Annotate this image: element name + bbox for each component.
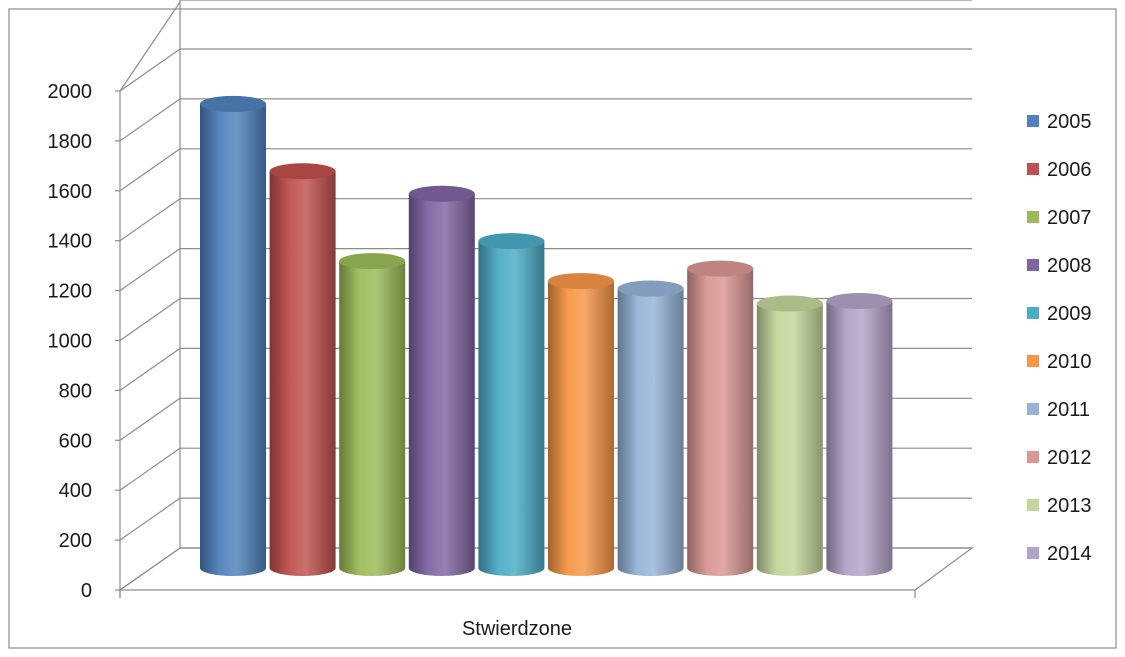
- legend-swatch: [1027, 307, 1039, 319]
- bar-2014: [826, 293, 893, 576]
- legend-label: 2009: [1047, 303, 1092, 325]
- bars: [200, 95, 893, 577]
- legend-item-2010: 2010: [1027, 351, 1092, 373]
- gridline-side: [119, 347, 181, 391]
- legend-swatch: [1027, 259, 1039, 271]
- y-tick-label: 2000: [48, 81, 93, 103]
- bar-2006: [269, 163, 336, 577]
- y-tick-labels: 0 200 400 600 800 1000 1200 1400 1600 1800 2000: [48, 81, 93, 602]
- bar-body: [408, 193, 475, 576]
- gridline-side: [119, 48, 181, 92]
- floor: [118, 547, 974, 591]
- bar-top: [756, 295, 823, 312]
- legend-label: 2005: [1047, 111, 1092, 133]
- legend-label: 2012: [1047, 447, 1092, 469]
- y-tick-label: 1400: [48, 231, 93, 253]
- legend-swatch: [1027, 403, 1039, 415]
- bar-2013: [756, 295, 823, 576]
- y-tick-label: 800: [59, 380, 92, 402]
- bar-body: [269, 171, 336, 577]
- legend-label: 2010: [1047, 351, 1092, 373]
- legend-swatch: [1027, 355, 1039, 367]
- bar-2011: [617, 280, 684, 576]
- legend-item-2014: 2014: [1027, 543, 1092, 565]
- legend-item-2006: 2006: [1027, 159, 1092, 181]
- bar-top: [408, 185, 475, 202]
- y-tick-label: 1200: [48, 281, 93, 303]
- legend-item-2012: 2012: [1027, 447, 1092, 469]
- axes: [115, 0, 974, 598]
- legend-swatch: [1027, 163, 1039, 175]
- bar-2008: [408, 185, 475, 576]
- legend-label: 2014: [1047, 543, 1092, 565]
- y-tick-label: 400: [59, 480, 92, 502]
- bar-top: [548, 273, 614, 290]
- bar-2012: [687, 260, 754, 576]
- gridline-side: [119, 98, 181, 142]
- legend-item-2005: 2005: [1027, 111, 1092, 133]
- side-wall-top-edge: [119, 1, 181, 92]
- bar-2005: [200, 95, 266, 577]
- bar-top: [200, 95, 266, 112]
- bar-body: [548, 281, 614, 576]
- bar-body: [756, 303, 823, 576]
- legend-item-2008: 2008: [1027, 255, 1092, 277]
- legend-swatch: [1027, 115, 1039, 127]
- gridline-side: [119, 148, 181, 192]
- legend-label: 2006: [1047, 159, 1092, 181]
- bar-top: [478, 233, 545, 250]
- legend-label: 2007: [1047, 207, 1092, 229]
- bar-body: [200, 103, 266, 577]
- legend-swatch: [1027, 451, 1039, 463]
- y-tick-label: 1000: [48, 331, 93, 353]
- y-tick-label: 0: [81, 580, 92, 602]
- bar-body: [478, 241, 545, 576]
- legend-item-2007: 2007: [1027, 207, 1092, 229]
- bar-top: [617, 280, 684, 297]
- legend-item-2011: 2011: [1027, 399, 1090, 421]
- bar-body: [617, 288, 684, 576]
- x-category-label: Stwierdzone: [462, 618, 572, 640]
- gridline-side: [119, 248, 181, 292]
- legend: 2005 2006 2007 2008 2009 2010 2011 2012 2013 2014: [1027, 111, 1092, 565]
- gridline-side: [119, 497, 181, 541]
- legend-swatch: [1027, 499, 1039, 511]
- bar-top: [687, 260, 754, 277]
- y-tick-label: 200: [59, 530, 92, 552]
- bar-2009: [478, 233, 545, 576]
- bar-2010: [548, 273, 614, 576]
- legend-swatch: [1027, 547, 1039, 559]
- gridline-side: [119, 397, 181, 441]
- bar-body: [687, 268, 754, 576]
- legend-item-2013: 2013: [1027, 495, 1092, 517]
- y-tick-label: 1800: [48, 131, 93, 153]
- legend-label: 2008: [1047, 255, 1092, 277]
- bar-top: [826, 293, 893, 310]
- bar-body: [339, 261, 406, 576]
- gridline-side: [119, 447, 181, 491]
- y-tick-label: 1600: [48, 181, 93, 203]
- legend-label: 2011: [1047, 399, 1090, 421]
- gridline-side: [119, 298, 181, 341]
- legend-label: 2013: [1047, 495, 1092, 517]
- bar-2007: [339, 253, 406, 576]
- gridline-side: [119, 198, 181, 242]
- bar-top: [339, 253, 406, 270]
- bar-body: [826, 301, 893, 576]
- legend-swatch: [1027, 211, 1039, 223]
- bar-top: [269, 163, 336, 180]
- legend-item-2009: 2009: [1027, 303, 1092, 325]
- y-tick-label: 600: [59, 430, 92, 452]
